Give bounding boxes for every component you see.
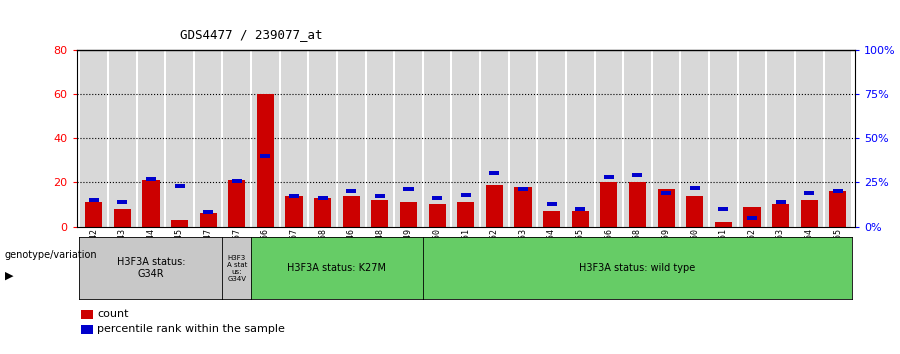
Bar — [146, 177, 156, 181]
Bar — [538, 50, 565, 227]
Text: GDS4477 / 239077_at: GDS4477 / 239077_at — [180, 28, 322, 41]
Bar — [229, 180, 246, 227]
Bar — [403, 187, 413, 192]
Bar — [689, 185, 699, 190]
Bar — [346, 189, 356, 193]
Bar — [658, 189, 675, 227]
Bar — [681, 50, 708, 227]
Bar — [343, 195, 360, 227]
Text: H3F3
A stat
us:
G34V: H3F3 A stat us: G34V — [227, 255, 247, 282]
Bar — [572, 211, 589, 227]
Bar — [518, 187, 528, 192]
Bar — [232, 178, 242, 183]
Bar — [686, 195, 703, 227]
Bar — [372, 200, 389, 227]
Bar — [546, 201, 556, 206]
Bar — [457, 202, 474, 227]
Bar — [285, 195, 302, 227]
Bar — [710, 50, 737, 227]
Bar — [375, 194, 385, 199]
Bar — [715, 222, 732, 227]
Bar — [604, 175, 614, 179]
Bar — [260, 154, 270, 158]
Bar — [768, 50, 794, 227]
Bar — [89, 198, 99, 202]
Bar — [142, 180, 159, 227]
Text: ▶: ▶ — [4, 270, 13, 281]
Bar — [652, 50, 680, 227]
Bar — [801, 200, 818, 227]
Bar — [223, 50, 250, 227]
Bar — [567, 50, 593, 227]
Bar — [515, 187, 532, 227]
Bar — [432, 196, 442, 200]
Text: count: count — [97, 309, 129, 319]
Bar — [543, 211, 560, 227]
Bar — [86, 202, 103, 227]
Bar — [796, 50, 823, 227]
Text: genotype/variation: genotype/variation — [4, 250, 97, 259]
Bar — [662, 191, 671, 195]
Bar — [482, 50, 508, 227]
Bar — [203, 210, 213, 215]
Bar — [633, 173, 643, 177]
Bar — [829, 191, 846, 227]
Bar — [718, 207, 728, 211]
Bar — [400, 202, 417, 227]
Bar — [776, 200, 786, 204]
Text: percentile rank within the sample: percentile rank within the sample — [97, 324, 285, 334]
Bar — [289, 194, 299, 199]
Bar — [113, 209, 130, 227]
Bar — [424, 50, 450, 227]
Bar — [117, 200, 127, 204]
Bar — [252, 50, 279, 227]
Bar — [824, 50, 851, 227]
Bar — [171, 220, 188, 227]
Bar — [596, 50, 622, 227]
Bar — [509, 50, 536, 227]
Bar — [395, 50, 422, 227]
Bar — [600, 182, 617, 227]
Bar — [743, 207, 760, 227]
Bar — [314, 198, 331, 227]
Bar — [366, 50, 393, 227]
Bar — [772, 205, 789, 227]
Bar — [109, 50, 136, 227]
Bar — [138, 50, 164, 227]
Bar — [625, 50, 651, 227]
Bar — [194, 50, 221, 227]
Text: H3F3A status: wild type: H3F3A status: wild type — [580, 263, 696, 273]
Text: H3F3A status:
G34R: H3F3A status: G34R — [117, 257, 185, 279]
Bar — [486, 184, 503, 227]
Bar — [490, 171, 500, 176]
Bar — [461, 193, 471, 197]
Bar — [739, 50, 765, 227]
Bar — [175, 184, 184, 188]
Bar — [629, 182, 646, 227]
Bar — [80, 50, 107, 227]
Bar — [805, 191, 814, 195]
Bar — [166, 50, 193, 227]
Bar — [575, 207, 585, 211]
Bar — [310, 50, 336, 227]
Bar — [256, 94, 274, 227]
Bar — [200, 213, 217, 227]
Bar — [428, 205, 446, 227]
Bar — [338, 50, 364, 227]
Text: H3F3A status: K27M: H3F3A status: K27M — [287, 263, 386, 273]
Bar — [281, 50, 307, 227]
Bar — [747, 216, 757, 220]
Bar — [453, 50, 479, 227]
Bar — [318, 196, 328, 200]
Bar — [832, 189, 842, 193]
